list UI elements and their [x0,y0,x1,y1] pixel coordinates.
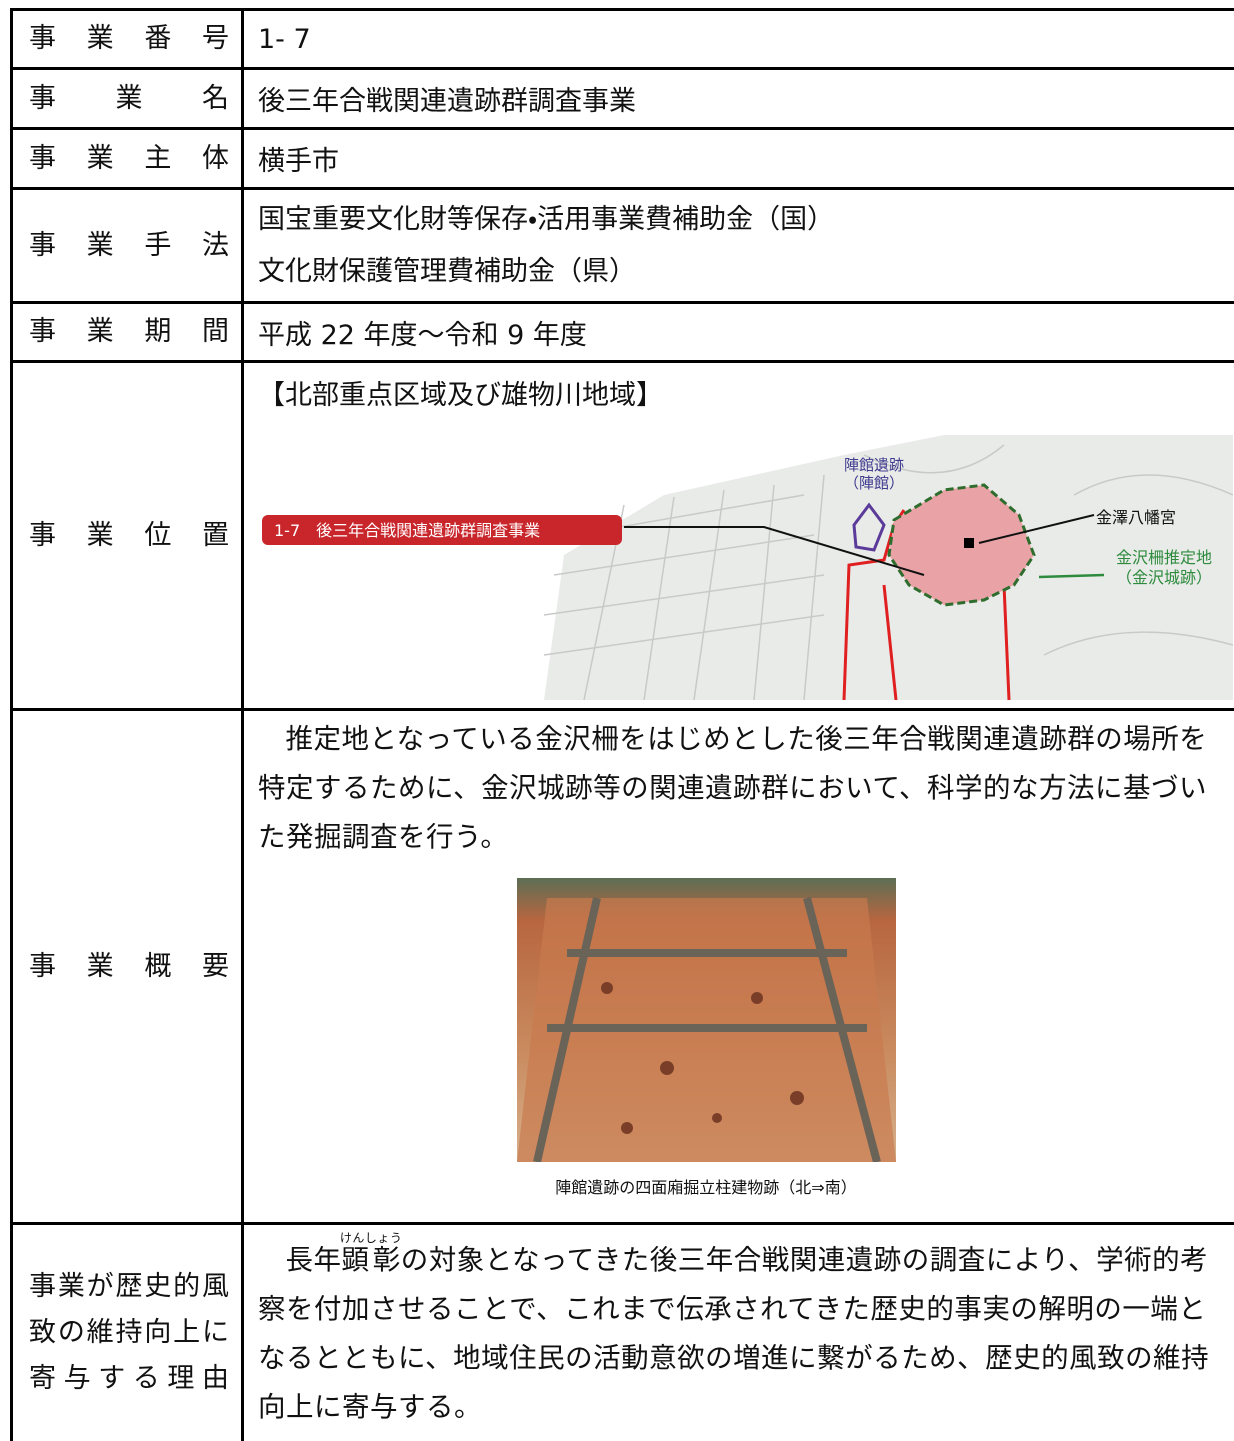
value: 後三年合戦関連遺跡群調査事業 [243,69,1234,129]
map-label: （陣館） [844,474,904,492]
label: 事業番号 [29,16,229,62]
label-cell: 事業番号 [12,10,243,69]
value: 横手市 [243,129,1234,189]
ruby-text: けんしょう [340,1231,403,1245]
excavation-photo [517,878,896,1162]
map-label: 金沢柵推定地 [1116,548,1212,567]
label: 事業手法 [29,223,229,269]
map-label: 1-7 後三年合戦関連遺跡群調査事業 [274,521,540,540]
value: 平成 22 年度～令和 9 年度 [243,303,1234,362]
text: の対象となってきた後三年合戦関連遺跡の調査により、学術的考察を付加させることで、… [258,1244,1209,1423]
paragraph: 長年顕彰けんしょうの対象となってきた後三年合戦関連遺跡の調査により、学術的考察を… [258,1231,1234,1432]
label: 事業概要 [29,944,229,990]
heading: 【北部重点区域及び雄物川地域】 [244,373,1234,423]
caption: 陣館遺跡の四面廂掘立柱建物跡（北⇒南） [218,1174,1194,1198]
project-table: 事業番号 1- 7 事業名後三年合戦関連遺跡群調査事業 事業主体横手市 事業手法国… [10,8,1234,1441]
value-line: 文化財保護管理費補助金（県） [258,246,1234,298]
label: 事業主体 [29,136,229,182]
map-label: 金澤八幡宮 [1096,508,1176,527]
value: 1- 7 [243,10,1234,69]
ruby-base: 顕彰 [340,1244,403,1276]
label: 事業名 [29,76,229,122]
map-label: 陣館遺跡 [844,456,904,474]
value-line: 国宝重要文化財等保存・活用事業費補助金（国） [258,194,1234,246]
paragraph: 推定地となっている金沢柵をはじめとした後三年合戦関連遺跡群の場所を特定するために… [258,715,1234,862]
location-map: 1-7 後三年合戦関連遺跡群調査事業 陣館遺跡 （陣館） 金澤八幡宮 金沢柵推定… [244,435,1233,700]
map-label: （金沢城跡） [1116,568,1212,587]
text: 長年 [286,1244,342,1276]
label: 事業が歴史的風致の維持向上に寄与する理由 [29,1264,229,1402]
label: 事業期間 [29,309,229,355]
label: 事業位置 [29,513,229,559]
ruby: 顕彰けんしょう [342,1244,401,1276]
